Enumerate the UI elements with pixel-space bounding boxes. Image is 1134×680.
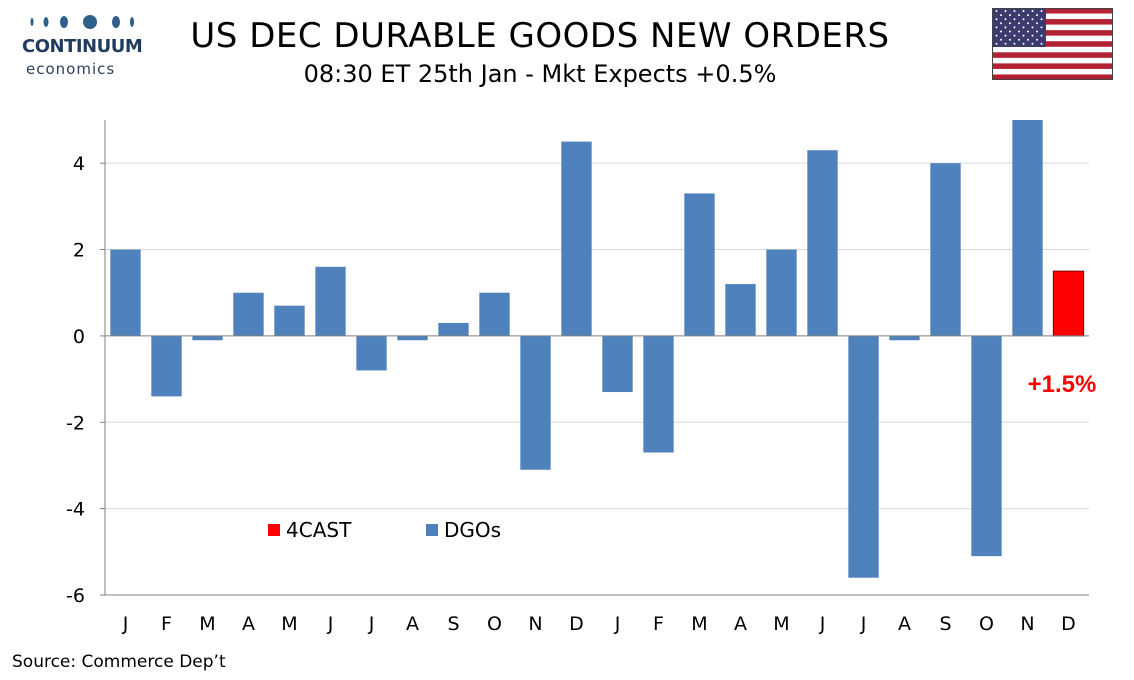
x-tick-label: J (819, 613, 826, 635)
x-tick-label: M (773, 613, 789, 635)
dgos-bar (1012, 120, 1043, 336)
y-tick-label: -2 (66, 412, 85, 434)
dgos-bar (356, 335, 387, 371)
dgos-bar (192, 335, 223, 341)
x-tick-label: D (1061, 613, 1076, 635)
chart-title: US DEC DURABLE GOODS NEW ORDERS (190, 16, 890, 56)
dgos-bar (479, 292, 510, 336)
x-tick-label: M (281, 613, 297, 635)
tick-labels: -6 -4 -2 0 2 4 J F M A M J J A S O N D J F M A M J J A S O N D (66, 153, 1076, 635)
dgos-bar (930, 163, 961, 336)
x-tick-label: J (614, 613, 621, 635)
x-tick-label: M (199, 613, 215, 635)
logo-wordmark: CONTINUUM (22, 36, 143, 57)
logo-tagline: economics (26, 60, 116, 78)
source-note: Source: Commerce Dep’t (12, 652, 226, 672)
legend-label: DGOs (444, 518, 501, 542)
dgos-bar (151, 335, 182, 397)
bars (110, 120, 1085, 578)
x-tick-label: A (734, 613, 747, 635)
legend-label: 4CAST (286, 518, 352, 542)
y-tick-label: 0 (73, 326, 85, 348)
continuum-logo: CONTINUUM economics (8, 10, 148, 80)
x-tick-label: J (368, 613, 375, 635)
dgos-bar (889, 335, 920, 341)
x-tick-label: A (242, 613, 255, 635)
x-tick-label: S (939, 613, 951, 635)
dgos-bar (438, 322, 469, 336)
dgos-bar (725, 284, 756, 336)
y-tick-label: 4 (73, 153, 85, 175)
dgos-bar (520, 335, 551, 470)
x-tick-label: A (406, 613, 419, 635)
x-tick-label: O (487, 613, 502, 635)
x-tick-label: J (327, 613, 334, 635)
us-flag-icon (992, 8, 1113, 80)
x-tick-label: N (1020, 613, 1034, 635)
dgos-bar (602, 335, 633, 393)
dgos-bar (807, 150, 838, 336)
x-tick-label: D (569, 613, 584, 635)
bar-chart: -6 -4 -2 0 2 4 J F M A M J J A S O N D J F M A M J J A S O N D 4CAST D… (66, 120, 1097, 635)
legend-swatch (426, 524, 438, 536)
x-tick-label: M (691, 613, 707, 635)
y-tick-label: -4 (66, 499, 85, 521)
dgos-bar (110, 249, 141, 336)
dgos-bar (766, 249, 797, 336)
x-tick-label: J (122, 613, 129, 635)
dgos-bar (233, 292, 264, 336)
x-tick-label: F (653, 613, 664, 635)
legend-swatch (268, 524, 280, 536)
x-tick-label: A (898, 613, 911, 635)
dgos-bar (848, 335, 879, 578)
dgos-bar (561, 141, 592, 336)
dgos-bar (397, 335, 428, 341)
forecast-bar (1052, 270, 1085, 337)
chart-subtitle: 08:30 ET 25th Jan - Mkt Expects +0.5% (303, 60, 777, 88)
dgos-bar (315, 266, 346, 336)
legend: 4CAST DGOs (268, 518, 501, 542)
dgos-bar (684, 193, 715, 336)
x-tick-label: N (528, 613, 542, 635)
logo-dots-icon (30, 15, 134, 29)
axes (100, 120, 1089, 596)
dgos-bar (643, 335, 674, 453)
dgos-bar (971, 335, 1002, 557)
dgos-bar (274, 305, 305, 336)
forecast-annotation: +1.5% (1028, 371, 1097, 398)
x-tick-label: S (447, 613, 459, 635)
x-tick-label: O (979, 613, 994, 635)
x-tick-label: J (860, 613, 867, 635)
x-tick-label: F (161, 613, 172, 635)
y-tick-label: 2 (73, 240, 85, 262)
y-tick-label: -6 (66, 585, 85, 607)
